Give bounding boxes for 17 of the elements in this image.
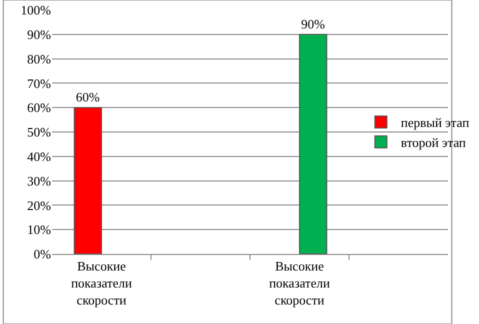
y-tick-label: 90% xyxy=(27,26,52,42)
y-tick-label: 20% xyxy=(27,198,52,213)
y-tick-label: 100% xyxy=(20,2,52,18)
y-tick-label: 70% xyxy=(27,76,52,91)
x-tick-label: Высокие показатели скорости xyxy=(71,258,132,308)
data-label: 60% xyxy=(76,90,100,105)
y-tick-label: 10% xyxy=(27,222,52,238)
y-tick-label: 40% xyxy=(27,148,52,164)
legend-label: второй этап xyxy=(400,134,466,150)
x-tick-label: Высокие показатели скорости xyxy=(269,258,330,308)
legend-label: первый этап xyxy=(400,115,470,130)
y-tick-label: 30% xyxy=(27,173,52,188)
y-tick-label: 60% xyxy=(27,100,52,116)
y-tick-label: 0% xyxy=(34,246,52,262)
y-tick-label: 80% xyxy=(27,51,52,66)
y-tick-label: 50% xyxy=(27,124,52,140)
data-label: 90% xyxy=(301,16,326,32)
